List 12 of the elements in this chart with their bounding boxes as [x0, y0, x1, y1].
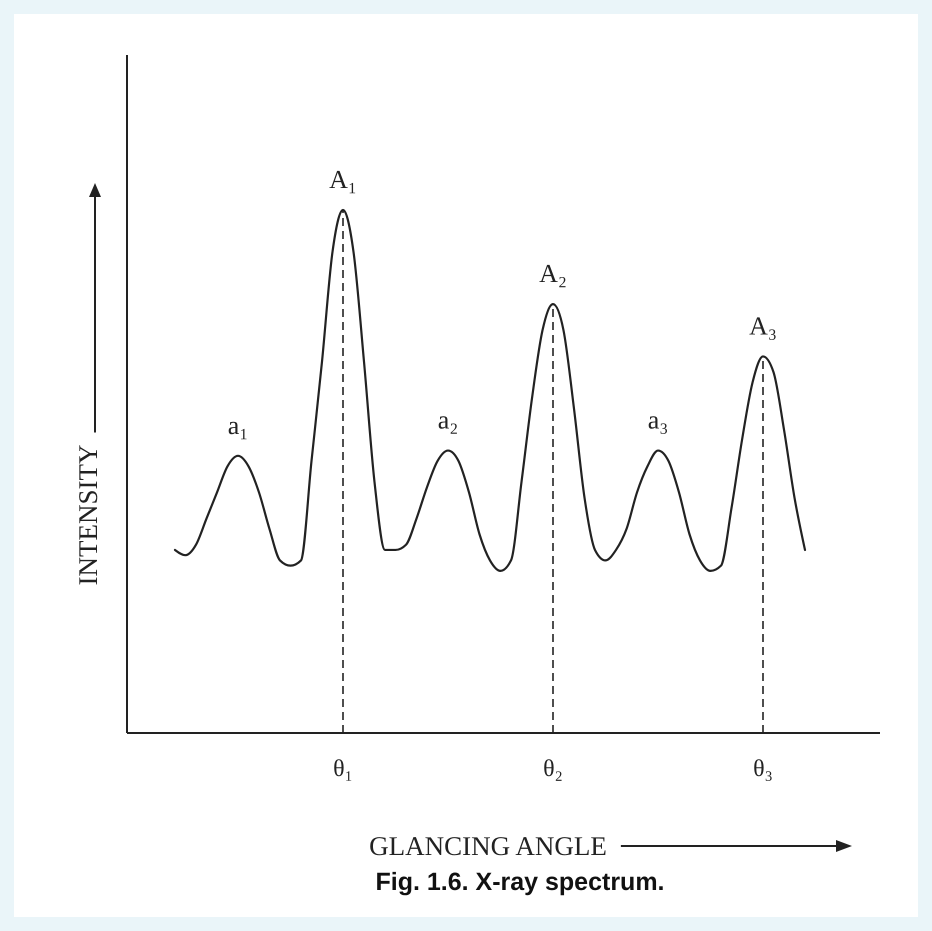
x-tick-label: θ₂ [543, 756, 563, 782]
x-axis-title: GLANCING ANGLE [369, 831, 607, 861]
annotation: a₁ [228, 410, 248, 440]
annotation: A₂ [539, 259, 567, 288]
annotation: a₂ [438, 406, 458, 435]
text: Fig. 1.6. X-ray spectrum. [376, 868, 664, 896]
x-tick-label: θ₁ [333, 756, 353, 782]
annotation: A₃ [749, 311, 777, 340]
annotation: a₃ [648, 406, 668, 435]
text: A₁ [329, 165, 357, 194]
x-tick-label: θ₃ [753, 756, 773, 782]
y-axis-title: INTENSITY [73, 444, 103, 586]
